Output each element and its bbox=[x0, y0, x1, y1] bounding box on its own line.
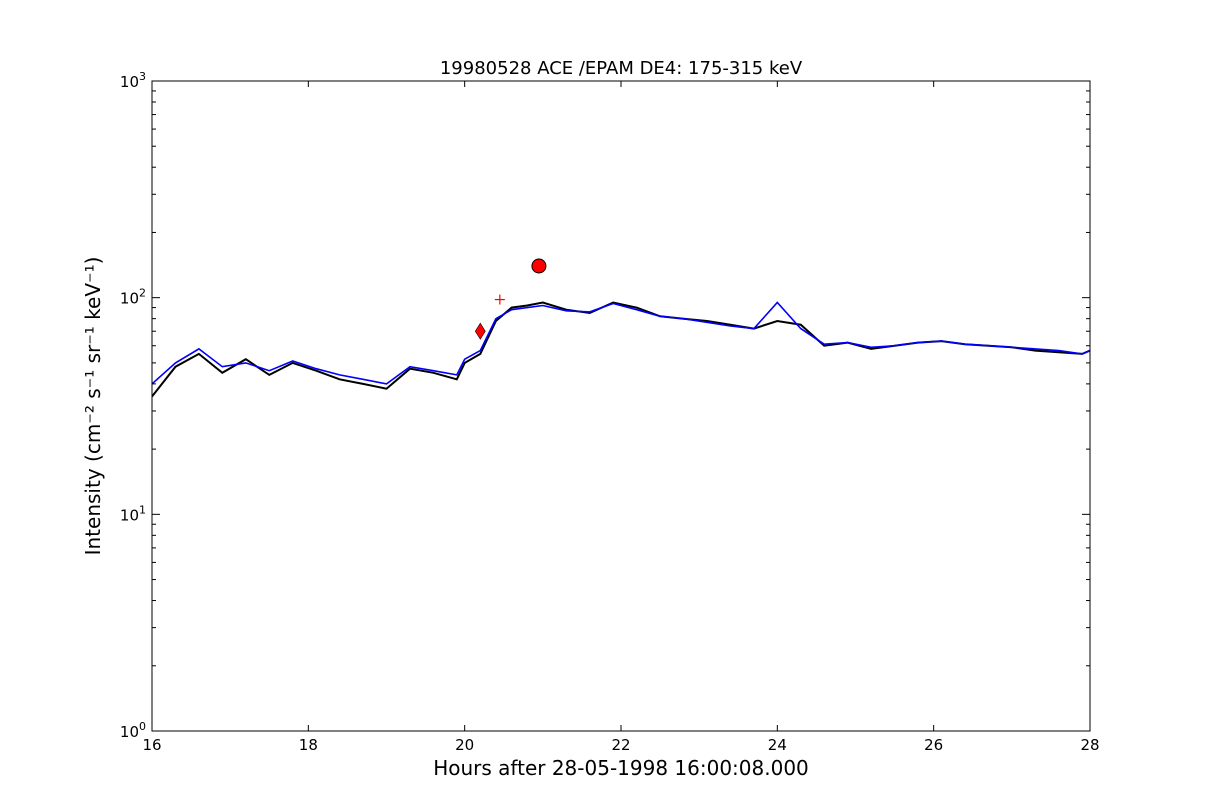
y-tick-label: 103 bbox=[120, 70, 146, 91]
x-tick-label: 22 bbox=[611, 736, 630, 754]
x-tick-label: 24 bbox=[768, 736, 787, 754]
marker-plus bbox=[494, 294, 505, 305]
x-tick-label: 16 bbox=[142, 736, 161, 754]
y-axis-ticks: 100 101 102 103 bbox=[120, 70, 1090, 741]
y-tick-label: 101 bbox=[120, 503, 146, 524]
marker-circle bbox=[531, 258, 547, 274]
x-axis-label: Hours after 28-05-1998 16:00:08.000 bbox=[433, 756, 809, 780]
x-tick-label: 28 bbox=[1080, 736, 1099, 754]
event-markers bbox=[474, 258, 547, 340]
x-tick-label: 18 bbox=[299, 736, 318, 754]
marker-diamond bbox=[474, 322, 486, 340]
x-tick-label: 20 bbox=[455, 736, 474, 754]
y-tick-label: 100 bbox=[120, 720, 146, 741]
y-tick-label: 102 bbox=[120, 287, 146, 308]
chart-title: 19980528 ACE /EPAM DE4: 175-315 keV bbox=[440, 58, 803, 79]
x-tick-label: 26 bbox=[924, 736, 943, 754]
series-layer bbox=[152, 301, 1090, 398]
y-axis-label: Intensity (cm⁻² s⁻¹ sr⁻¹ keV⁻¹) bbox=[81, 257, 105, 556]
series-line-2 bbox=[152, 301, 1090, 385]
x-axis-ticks: 16 18 20 22 24 26 28 bbox=[142, 81, 1100, 754]
